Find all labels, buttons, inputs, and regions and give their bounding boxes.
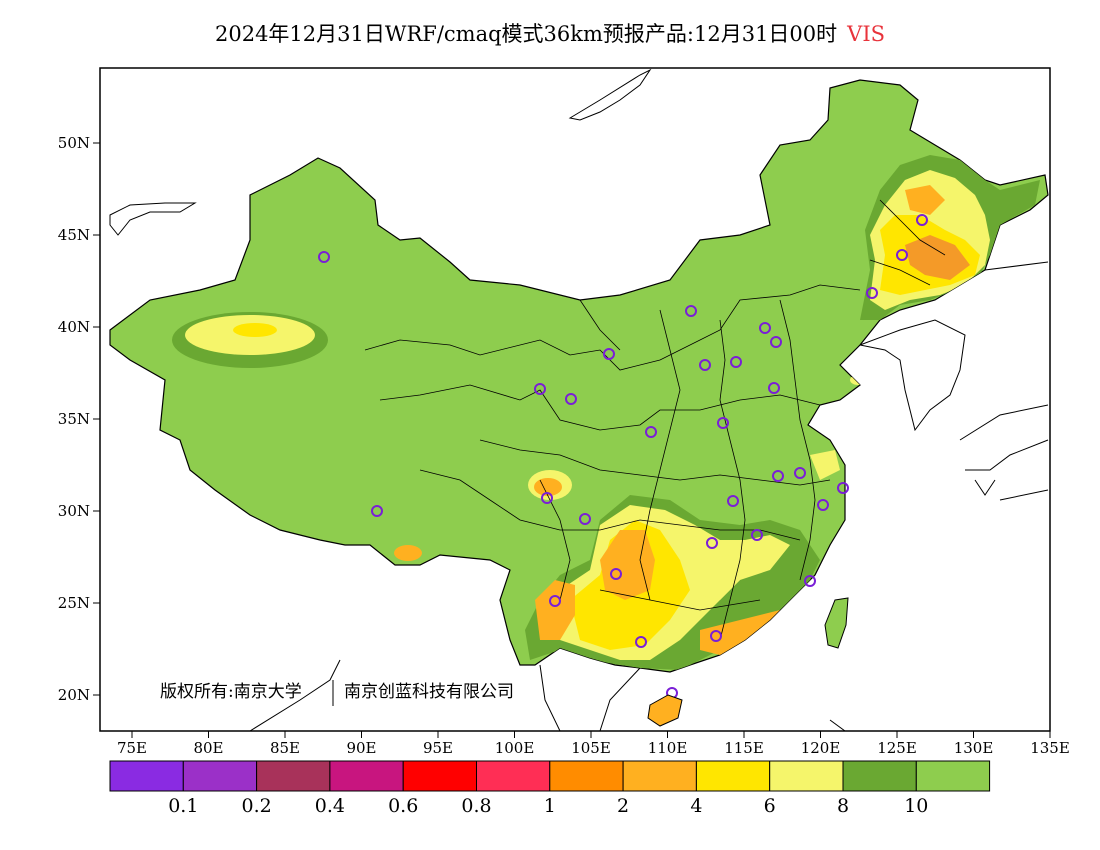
lat-tick-label: 40N [58, 318, 90, 336]
lat-tick-label: 35N [58, 410, 90, 428]
lon-tick-label: 80E [193, 739, 223, 757]
colorbar-swatch [842, 760, 917, 792]
lat-tick-label: 20N [58, 686, 90, 704]
colorbar-swatch [769, 760, 844, 792]
colorbar-label: 2 [617, 795, 629, 817]
colorbar-swatch [476, 760, 551, 792]
colorbar-label: 0.4 [315, 795, 345, 817]
colorbar-label: 0.6 [388, 795, 418, 817]
colorbar-label: 10 [904, 795, 928, 817]
taiwan-island [824, 597, 849, 649]
lon-tick-label: 90E [346, 739, 376, 757]
colorbar-swatch [256, 760, 331, 792]
lon-tick-label: 105E [571, 739, 611, 757]
coastline-lines [109, 68, 1049, 731]
lat-axis: 50N 45N 40N 35N 30N 25N 20N [58, 134, 100, 704]
colorbar-label: 0.1 [168, 795, 198, 817]
lon-tick-label: 110E [648, 739, 688, 757]
title-text: 2024年12月31日WRF/cmaq模式36km预报产品:12月31日00时 [214, 22, 838, 46]
lat-tick-label: 30N [58, 502, 90, 520]
colorbar-label: 1 [544, 795, 556, 817]
lon-tick-label: 85E [270, 739, 300, 757]
colorbar: 0.1 0.2 0.4 0.6 0.8 1 2 4 6 8 10 [109, 760, 991, 817]
lat-tick-label: 45N [58, 226, 90, 244]
lon-tick-label: 120E [801, 739, 841, 757]
lon-axis: 75E 80E 85E 90E 95E 100E 105E 110E 115E 120E 125E 1… [117, 731, 1070, 757]
visibility-patches [172, 155, 1040, 670]
colorbar-swatch [402, 760, 478, 792]
colorbar-swatch [109, 760, 184, 792]
lon-tick-label: 130E [954, 739, 994, 757]
lon-tick-label: 125E [877, 739, 917, 757]
lon-tick-label: 75E [117, 739, 147, 757]
colorbar-swatch [695, 760, 771, 792]
colorbar-swatch [549, 760, 624, 792]
colorbar-swatch [915, 760, 991, 792]
province-borders [364, 199, 946, 641]
colorbar-swatch [622, 760, 697, 792]
colorbar-swatch [329, 760, 404, 792]
lon-tick-label: 135E [1030, 739, 1070, 757]
colorbar-label: 8 [837, 795, 849, 817]
colorbar-swatch [182, 760, 258, 792]
colorbar-label: 0.8 [461, 795, 491, 817]
colorbar-label: 0.2 [241, 795, 271, 817]
copyright-left: 版权所有:南京大学 [160, 682, 302, 702]
copyright-right: 南京创蓝科技有限公司 [344, 682, 514, 702]
map-title: 2024年12月31日WRF/cmaq模式36km预报产品:12月31日00时 V… [0, 18, 1100, 48]
lat-tick-label: 50N [58, 134, 90, 152]
variable-label: VIS [847, 22, 886, 46]
lon-tick-label: 115E [724, 739, 764, 757]
colorbar-label: 6 [764, 795, 776, 817]
lon-tick-label: 95E [423, 739, 453, 757]
lon-tick-label: 100E [495, 739, 535, 757]
colorbar-label: 4 [690, 795, 702, 817]
lat-tick-label: 25N [58, 594, 90, 612]
hainan-island [647, 694, 683, 727]
